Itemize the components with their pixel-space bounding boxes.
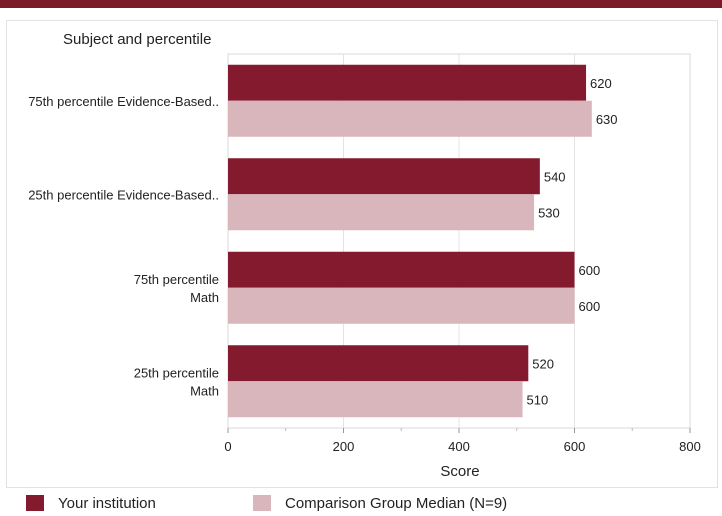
bar-comparison-group-median-n-9-0 (228, 100, 592, 137)
legend-swatch-comparison-group (253, 495, 271, 511)
bar-comparison-group-median-n-9-2 (228, 287, 575, 324)
x-tick-label-800: 800 (679, 439, 701, 454)
bar-chart: 0 200 400 600 800 Score Subject and percentile… (28, 31, 701, 480)
bar-value-label: 520 (532, 356, 554, 371)
legend-item-comparison-group: Comparison Group Median (N=9) (253, 493, 507, 513)
x-tick-label-400: 400 (448, 439, 470, 454)
category-label-3: Math (190, 383, 219, 398)
category-label-1: 25th percentile Evidence-Based.. (28, 187, 219, 202)
legend-label-your-institution: Your institution (58, 494, 156, 512)
category-label-2: Math (190, 290, 219, 305)
x-tick-label-200: 200 (333, 439, 355, 454)
category-label-3: 25th percentile (134, 365, 219, 380)
bar-your-institution-0 (228, 64, 587, 101)
x-tick-label-0: 0 (224, 439, 231, 454)
category-label-2: 75th percentile (134, 272, 219, 287)
x-tick-label-600: 600 (564, 439, 586, 454)
header-accent-bar (0, 0, 722, 8)
bar-value-label: 600 (579, 263, 601, 278)
x-axis-title: Score (440, 463, 479, 480)
legend-item-your-institution: Your institution (26, 493, 156, 513)
bar-value-label: 630 (596, 112, 618, 127)
bar-your-institution-2 (228, 251, 575, 288)
bar-your-institution-3 (228, 345, 529, 382)
chart-frame (6, 20, 718, 488)
category-label-0: 75th percentile Evidence-Based.. (28, 94, 219, 109)
bar-value-label: 600 (579, 299, 601, 314)
legend-swatch-your-institution (26, 495, 44, 511)
bar-value-label: 510 (527, 392, 549, 407)
legend-label-comparison-group: Comparison Group Median (N=9) (285, 494, 508, 512)
bar-your-institution-1 (228, 158, 540, 195)
bar-value-label: 620 (590, 76, 612, 91)
y-axis-title: Subject and percentile (63, 31, 211, 48)
bar-value-label: 530 (538, 205, 560, 220)
bar-value-label: 540 (544, 169, 566, 184)
bar-comparison-group-median-n-9-3 (228, 381, 523, 418)
bar-comparison-group-median-n-9-1 (228, 194, 535, 231)
